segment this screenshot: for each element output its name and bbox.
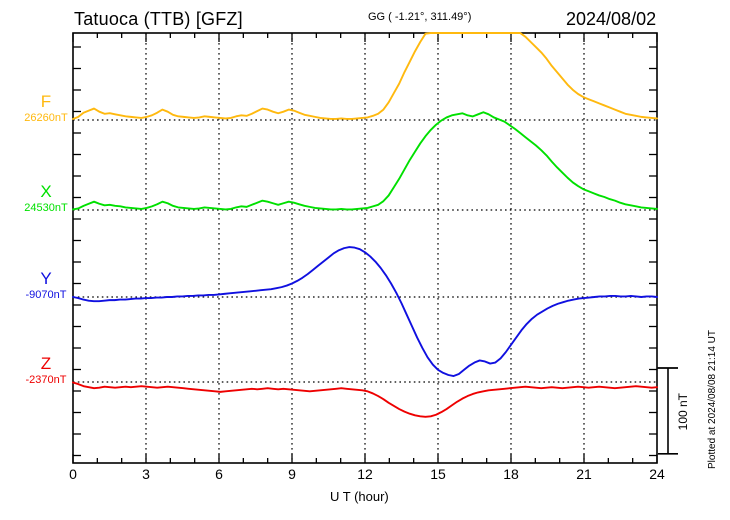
scale-bar <box>657 367 678 455</box>
xtick-label-24: 24 <box>649 466 665 482</box>
xtick-label-18: 18 <box>503 466 519 482</box>
plotted-timestamp: Plotted at 2024/08/08 21:14 UT <box>707 330 718 469</box>
xtick-label-15: 15 <box>430 466 446 482</box>
xtick-label-3: 3 <box>142 466 150 482</box>
page-title: Tatuoca (TTB) [GFZ] <box>74 9 243 29</box>
component-baseline-z: -2370nT <box>25 374 67 386</box>
geographic-coordinates: GG ( -1.21°, 311.49°) <box>368 11 472 23</box>
component-label-z: Z <box>40 354 52 373</box>
component-label-x: X <box>40 182 52 201</box>
component-label-f: F <box>40 92 52 111</box>
xtick-label-0: 0 <box>69 466 77 482</box>
xtick-label-9: 9 <box>288 466 296 482</box>
component-baseline-f: 26260nT <box>24 112 68 124</box>
component-baseline-y: -9070nT <box>25 289 67 301</box>
xtick-label-21: 21 <box>576 466 592 482</box>
axis-ticks <box>72 33 658 463</box>
xtick-label-12: 12 <box>357 466 373 482</box>
xtick-label-6: 6 <box>215 466 223 482</box>
scalebar-label: 100 nT <box>676 393 690 431</box>
observation-date: 2024/08/02 <box>566 9 657 29</box>
x-axis-title: U T (hour) <box>330 489 389 504</box>
data-traces <box>72 32 658 418</box>
component-baseline-x: 24530nT <box>24 202 68 214</box>
component-label-y: Y <box>40 269 52 288</box>
grid-layer <box>73 33 657 463</box>
